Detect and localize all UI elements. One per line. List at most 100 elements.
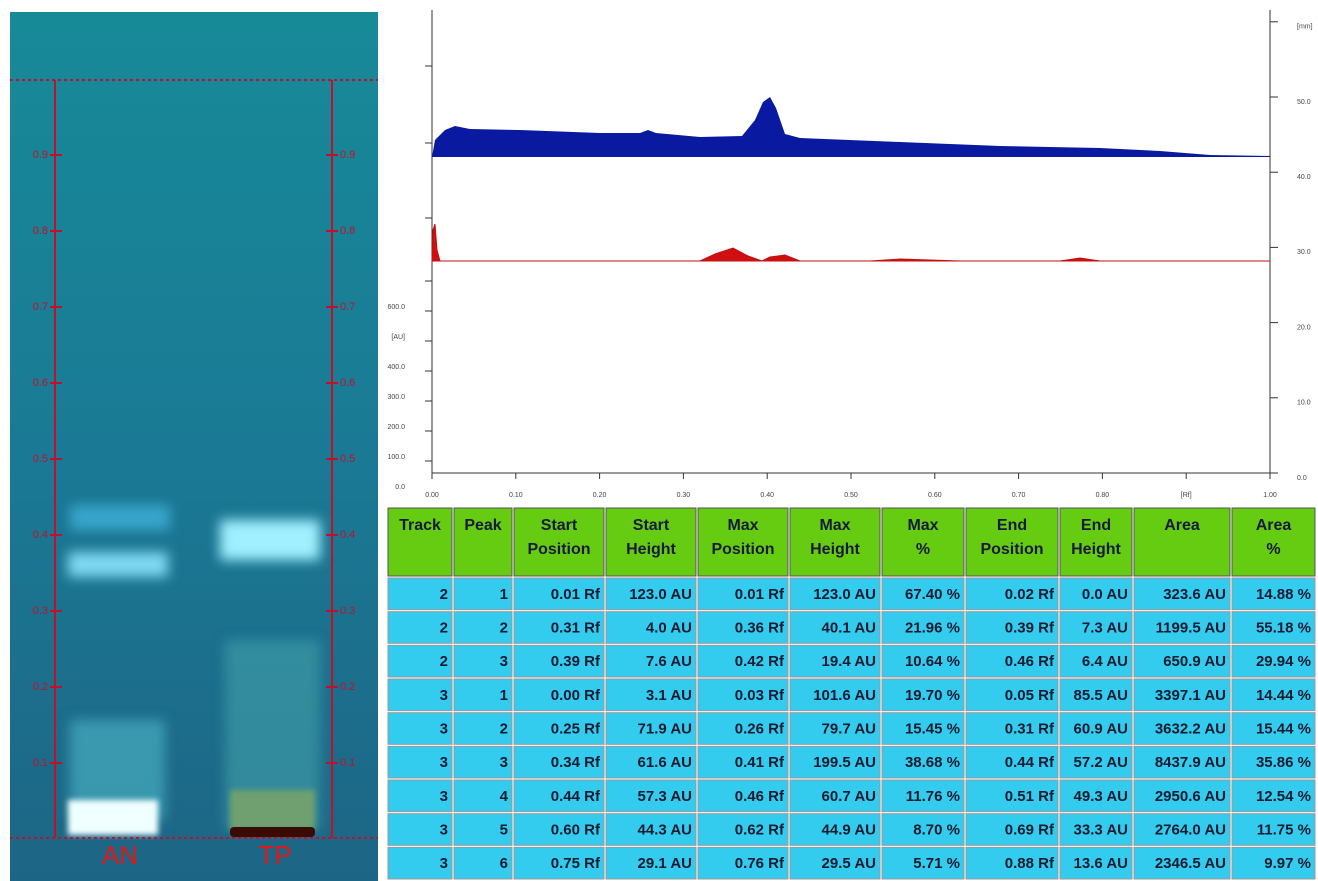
y-tick-label: 0.0 [395,484,405,491]
tick-label: 0.9 [33,149,48,161]
cell-text: 35.86 % [1256,754,1311,771]
cell [1059,678,1133,712]
cell [881,644,965,678]
tick-label: 0.4 [340,529,355,541]
cell [453,712,513,745]
cell-text: 2 [500,720,508,737]
cell-text: 57.3 AU [638,788,692,805]
cell-text: 0.36 Rf [735,619,785,636]
cell-text: 199.5 AU [813,754,876,771]
cell-text: 0.42 Rf [735,653,785,670]
cell-text: 4 [500,788,509,805]
cell [697,846,789,880]
cell [881,813,965,846]
cell [1133,779,1231,813]
cell [1231,813,1316,846]
cell [1059,745,1133,779]
header-text: Start [541,517,578,534]
y-tick-label: [AU] [391,334,405,341]
cell-text: 29.1 AU [638,855,692,872]
cell-text: 0.62 Rf [735,821,785,838]
cell [605,611,697,644]
header-cell [513,507,605,577]
cell [1231,644,1316,678]
tick-label: 0.3 [340,605,355,617]
cell [697,813,789,846]
header-text: End [997,517,1027,534]
cell [513,678,605,712]
cell-text: 61.6 AU [638,754,692,771]
cell [453,846,513,880]
x-tick-label: 0.30 [677,492,691,499]
cell [513,813,605,846]
cell [965,745,1059,779]
cell-text: 5.71 % [913,855,960,872]
cell-text: 7.3 AU [1082,619,1128,636]
lane-label: TP [258,840,291,870]
cell [697,745,789,779]
cell-text: 3 [500,754,508,771]
cell-text: 3 [440,821,448,838]
header-text: Area [1164,517,1200,534]
header-cell [881,507,965,577]
cell-text: 0.26 Rf [735,720,785,737]
tick-label: 0.2 [340,681,355,693]
cell [1133,813,1231,846]
header-cell [1059,507,1133,577]
cell-text: 6.4 AU [1082,653,1128,670]
plate [10,12,378,881]
cell [387,779,453,813]
cell [387,644,453,678]
y-tick-label: 400.0 [387,364,405,371]
tick-label: 0.5 [33,453,48,465]
cell [387,577,453,611]
cell [453,611,513,644]
cell-text: 44.9 AU [822,821,876,838]
cell [881,745,965,779]
y2-tick-label: 30.0 [1297,249,1311,256]
cell [513,611,605,644]
cell-text: 29.5 AU [822,855,876,872]
cell-text: 0.39 Rf [551,653,601,670]
cell [387,745,453,779]
cell-text: 33.3 AU [1074,821,1128,838]
cell [697,712,789,745]
header-text: Peak [464,517,501,534]
x-tick-label: 0.80 [1096,492,1110,499]
cell-text: 13.6 AU [1074,855,1128,872]
spots [68,790,315,835]
cell-text: 71.9 AU [638,720,692,737]
cell-text: 57.2 AU [1074,754,1128,771]
cell [453,644,513,678]
cell [605,712,697,745]
cell-text: 1 [500,687,508,704]
x-tick-label: 0.70 [1012,492,1026,499]
cell [1059,644,1133,678]
cell-text: 3 [440,687,448,704]
cell-text: 0.69 Rf [1005,821,1055,838]
header-text: Start [633,517,670,534]
header-cell [387,507,453,577]
cell-text: 29.94 % [1256,653,1311,670]
cell-text: 8.70 % [913,821,960,838]
cell-text: 0.31 Rf [551,619,601,636]
cell [453,745,513,779]
cell-text: 0.39 Rf [1005,619,1055,636]
header-text: Height [1071,541,1121,558]
cell [1059,577,1133,611]
cell [789,712,881,745]
cell [789,577,881,611]
cell-text: 0.31 Rf [1005,720,1055,737]
y-tick-label: 300.0 [387,394,405,401]
cell-text: 21.96 % [905,619,960,636]
chart-bg [385,0,1318,505]
spot [230,827,315,837]
cell-text: 60.7 AU [822,788,876,805]
cell [965,779,1059,813]
cell-text: 15.44 % [1256,720,1311,737]
cell-text: 5 [500,821,508,838]
tick-label: 0.8 [340,225,355,237]
cell [1133,712,1231,745]
cell-text: 55.18 % [1256,619,1311,636]
